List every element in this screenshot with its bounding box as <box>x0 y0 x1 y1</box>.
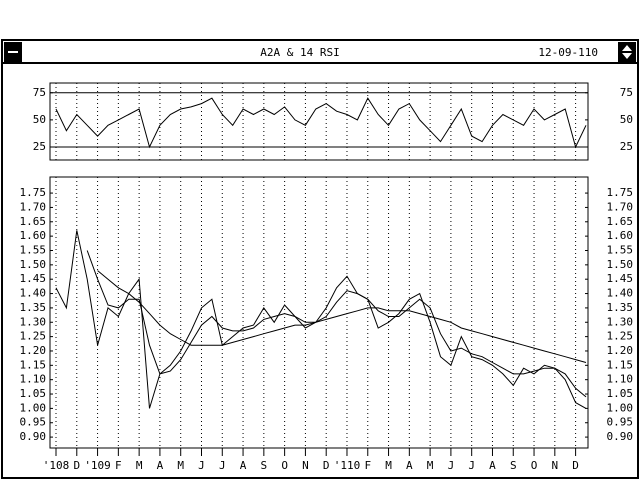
x-tick-label: M <box>136 459 143 472</box>
series-line <box>55 230 587 409</box>
x-tick-label: S <box>510 459 517 472</box>
x-tick-label: A <box>489 459 496 472</box>
y-tick-label: 1.55 <box>20 243 47 256</box>
y-tick-label-right: 75 <box>620 86 633 99</box>
y-tick-label-right: 25 <box>620 140 633 153</box>
y-tick-label: 1.20 <box>20 344 47 357</box>
y-tick-label-right: 50 <box>620 113 633 126</box>
y-tick-label: 1.35 <box>20 301 47 314</box>
x-tick-label: '109 <box>84 459 111 472</box>
series-line <box>86 250 587 398</box>
y-tick-label: 1.00 <box>20 401 47 414</box>
y-tick-label-right: 1.70 <box>607 200 634 213</box>
y-tick-label-right: 1.15 <box>607 358 634 371</box>
y-tick-label-right: 1.10 <box>607 373 634 386</box>
y-tick-label-right: 1.20 <box>607 344 634 357</box>
x-tick-label: J <box>468 459 475 472</box>
scroll-button[interactable] <box>618 42 636 62</box>
y-tick-label-right: 1.55 <box>607 243 634 256</box>
x-tick-label: M <box>385 459 392 472</box>
y-tick-label: 1.70 <box>20 200 47 213</box>
y-tick-label-right: 1.50 <box>607 258 634 271</box>
y-tick-label-right: 1.25 <box>607 330 634 343</box>
y-tick-label-right: 1.65 <box>607 215 634 228</box>
price-panel <box>49 176 589 449</box>
series-line <box>97 270 587 363</box>
y-tick-label: 1.60 <box>20 229 47 242</box>
x-tick-label: D <box>323 459 330 472</box>
y-tick-label: 1.15 <box>20 358 47 371</box>
y-tick-label-right: 1.35 <box>607 301 634 314</box>
y-tick-label: 0.90 <box>20 430 47 443</box>
y-tick-label: 25 <box>33 140 46 153</box>
x-tick-label: O <box>281 459 288 472</box>
y-tick-label-right: 1.00 <box>607 401 634 414</box>
x-tick-label: D <box>73 459 80 472</box>
close-button[interactable] <box>4 42 22 62</box>
x-tick-label: A <box>157 459 164 472</box>
window-date: 12-09-110 <box>538 46 598 59</box>
window-frame <box>1 39 639 479</box>
x-tick-label: D <box>572 459 579 472</box>
y-tick-label-right: 1.75 <box>607 186 634 199</box>
x-tick-label: J <box>448 459 455 472</box>
y-tick-label: 1.45 <box>20 272 47 285</box>
y-tick-label: 1.25 <box>20 330 47 343</box>
x-tick-label: M <box>177 459 184 472</box>
y-tick-label-right: 1.05 <box>607 387 634 400</box>
rsi-panel <box>49 82 589 161</box>
x-tick-label: O <box>531 459 538 472</box>
y-tick-label: 75 <box>33 86 46 99</box>
y-tick-label: 1.40 <box>20 287 47 300</box>
x-tick-label: N <box>552 459 559 472</box>
x-tick-label: A <box>406 459 413 472</box>
y-tick-label: 0.95 <box>20 416 47 429</box>
x-tick-label: A <box>240 459 247 472</box>
x-tick-label: J <box>198 459 205 472</box>
x-tick-label: F <box>364 459 371 472</box>
y-tick-label-right: 0.95 <box>607 416 634 429</box>
window-title: A2A & 14 RSI <box>260 46 339 59</box>
y-tick-label: 1.05 <box>20 387 47 400</box>
y-tick-label: 1.50 <box>20 258 47 271</box>
y-tick-label: 1.65 <box>20 215 47 228</box>
y-tick-label-right: 0.90 <box>607 430 634 443</box>
y-tick-label: 1.75 <box>20 186 47 199</box>
y-tick-label: 1.30 <box>20 315 47 328</box>
x-tick-label: '110 <box>334 459 361 472</box>
x-tick-label: '108 <box>43 459 70 472</box>
x-tick-label: M <box>427 459 434 472</box>
y-tick-label-right: 1.45 <box>607 272 634 285</box>
y-tick-label: 1.10 <box>20 373 47 386</box>
x-tick-label: S <box>261 459 268 472</box>
series-line <box>55 97 587 149</box>
y-tick-label-right: 1.60 <box>607 229 634 242</box>
x-tick-label: N <box>302 459 309 472</box>
y-tick-label: 50 <box>33 113 46 126</box>
x-tick-label: F <box>115 459 122 472</box>
y-tick-label-right: 1.30 <box>607 315 634 328</box>
x-tick-label: J <box>219 459 226 472</box>
y-tick-label-right: 1.40 <box>607 287 634 300</box>
